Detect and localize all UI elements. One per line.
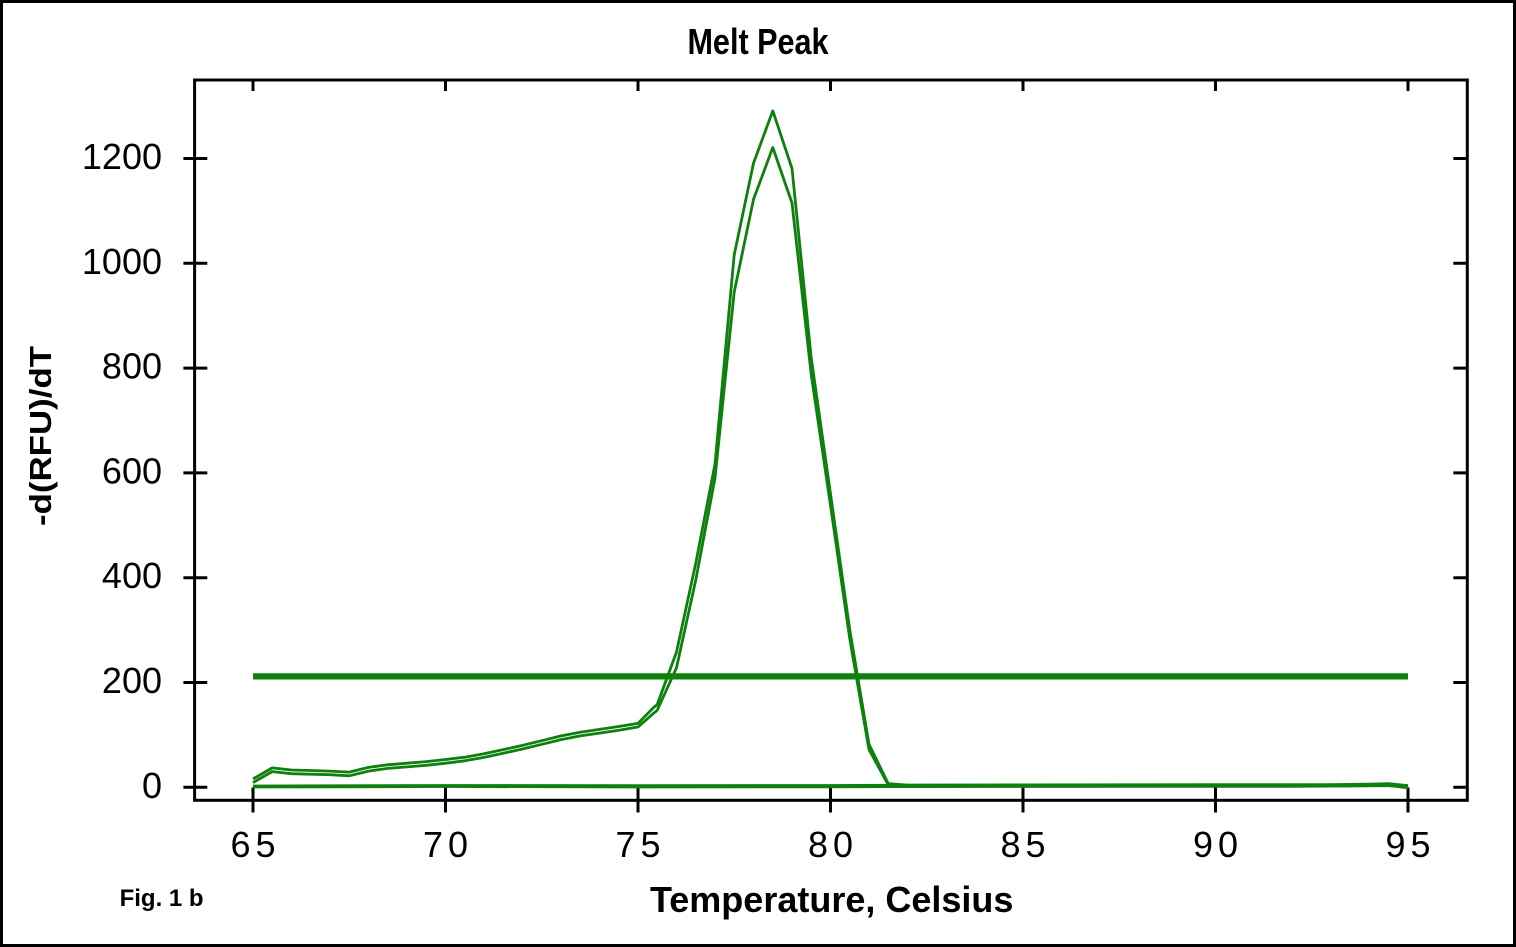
svg-text:-d(RFU)/dT: -d(RFU)/dT [23, 346, 58, 526]
svg-text:600: 600 [102, 450, 162, 491]
svg-text:85: 85 [1000, 824, 1050, 865]
svg-text:800: 800 [102, 346, 162, 387]
svg-text:1000: 1000 [82, 241, 162, 282]
svg-text:75: 75 [615, 824, 665, 865]
svg-text:200: 200 [102, 660, 162, 701]
svg-text:Fig. 1 b: Fig. 1 b [120, 885, 204, 912]
svg-text:65: 65 [230, 824, 280, 865]
svg-text:80: 80 [808, 824, 858, 865]
svg-text:Melt Peak: Melt Peak [687, 23, 828, 63]
svg-text:90: 90 [1193, 824, 1243, 865]
svg-text:70: 70 [423, 824, 473, 865]
svg-text:95: 95 [1385, 824, 1435, 865]
svg-text:0: 0 [142, 765, 162, 806]
svg-text:1200: 1200 [82, 136, 162, 177]
svg-text:400: 400 [102, 555, 162, 596]
svg-text:Temperature, Celsius: Temperature, Celsius [650, 879, 1013, 920]
